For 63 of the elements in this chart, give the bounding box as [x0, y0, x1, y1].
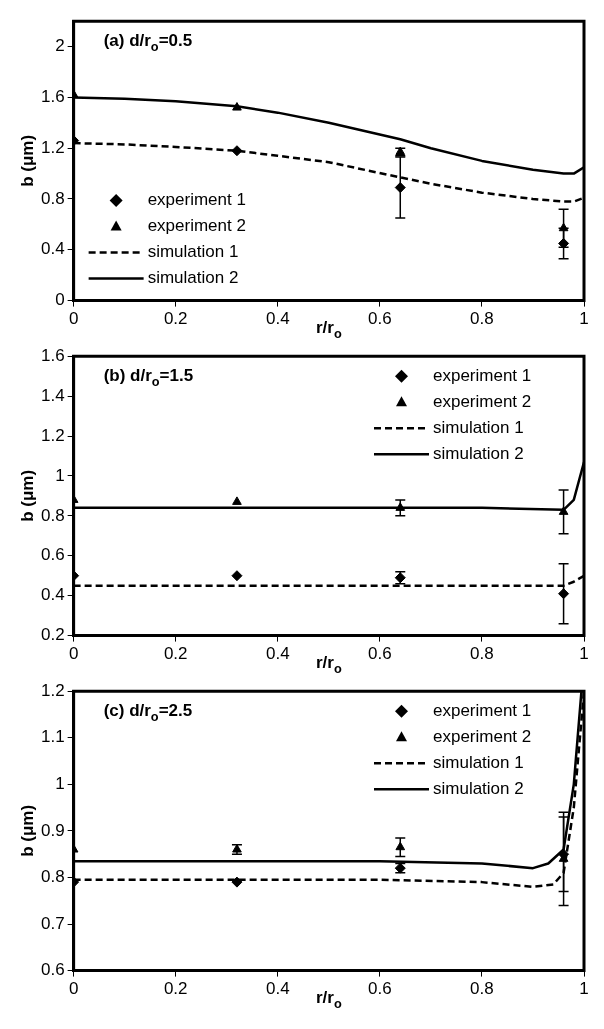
x-tick-label: 0.4: [265, 644, 290, 664]
legend-label: simulation 1: [147, 242, 239, 262]
y-tick-label: 0.4: [40, 585, 65, 605]
y-tick-label: 0: [55, 290, 65, 310]
legend-label: experiment 2: [433, 726, 532, 746]
point: [231, 876, 243, 888]
legend-label: simulation 2: [433, 443, 524, 463]
y-axis-title: b (μm): [17, 134, 37, 187]
legend-label: experiment 2: [433, 391, 532, 411]
y-tick-label: 0.8: [40, 188, 65, 208]
x-tick-label: 0.4: [265, 309, 290, 329]
y-tick-label: 1.2: [40, 680, 65, 700]
y-tick-label: 0.6: [40, 545, 65, 565]
legend-label: simulation 2: [147, 268, 239, 288]
y-tick-label: 0.8: [40, 505, 65, 525]
legend-label: experiment 1: [433, 700, 532, 720]
y-tick-label: 1.4: [40, 385, 65, 405]
x-tick-label: 0.6: [368, 644, 392, 664]
x-tick-label: 0.2: [163, 979, 188, 999]
legend-label: simulation 1: [433, 417, 524, 437]
x-tick-label: 0: [68, 979, 79, 999]
y-axis-title: b (μm): [17, 469, 37, 522]
legend-label: experiment 1: [147, 190, 246, 210]
x-tick-label: 0: [68, 309, 79, 329]
y-tick-label: 1.2: [40, 425, 65, 445]
point: [232, 102, 242, 111]
y-tick-label: 2: [55, 36, 65, 56]
x-tick-label: 0.8: [470, 309, 494, 329]
y-tick-label: 1.1: [40, 727, 65, 747]
point: [232, 496, 242, 505]
x-tick-label: 0.4: [265, 979, 290, 999]
point: [231, 570, 243, 582]
y-tick-label: 0.4: [40, 239, 65, 259]
y-tick-label: 1.2: [40, 137, 65, 157]
legend-label: simulation 2: [433, 778, 524, 798]
x-tick-label: 0.6: [368, 309, 392, 329]
point: [395, 502, 406, 511]
x-tick-label: 1: [579, 309, 589, 329]
x-tick-label: 1: [579, 979, 589, 999]
point: [558, 506, 569, 515]
y-tick-label: 0.9: [40, 820, 65, 840]
point: [394, 182, 406, 194]
legend-label: experiment 1: [433, 365, 532, 385]
x-tick-label: 0.8: [470, 979, 494, 999]
x-tick-label: 0.2: [163, 309, 188, 329]
x-tick-label: 0.8: [470, 644, 494, 664]
y-tick-label: 1: [55, 465, 65, 485]
y-tick-label: 1.6: [40, 345, 65, 365]
point: [231, 145, 243, 157]
x-tick-label: 0: [68, 644, 79, 664]
y-tick-label: 0.7: [40, 913, 65, 933]
legend-label: experiment 2: [147, 216, 246, 236]
point: [558, 588, 570, 600]
y-tick-label: 0.2: [40, 625, 65, 645]
x-tick-label: 0.2: [163, 644, 188, 664]
y-tick-label: 0.6: [40, 960, 65, 980]
y-tick-label: 1.6: [40, 87, 65, 107]
x-tick-label: 0.6: [368, 979, 392, 999]
y-tick-label: 0.8: [40, 867, 65, 887]
y-axis-title: b (μm): [17, 804, 37, 857]
legend-label: simulation 1: [433, 752, 524, 772]
y-tick-label: 1: [55, 774, 65, 794]
x-tick-label: 1: [579, 644, 589, 664]
